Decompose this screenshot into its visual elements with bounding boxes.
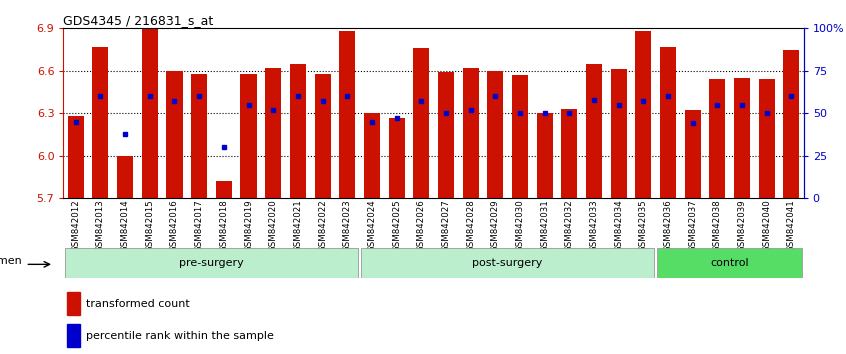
Text: GSM842040: GSM842040 xyxy=(762,199,772,252)
Text: GSM842028: GSM842028 xyxy=(466,199,475,252)
Text: GSM842023: GSM842023 xyxy=(343,199,352,252)
Bar xyxy=(635,31,651,198)
Bar xyxy=(656,248,803,278)
Text: GSM842017: GSM842017 xyxy=(195,199,204,252)
Text: GSM842012: GSM842012 xyxy=(71,199,80,252)
Bar xyxy=(265,68,281,198)
Bar xyxy=(339,31,355,198)
Bar xyxy=(360,248,655,278)
Text: GSM842034: GSM842034 xyxy=(614,199,624,252)
Bar xyxy=(388,118,404,198)
Bar xyxy=(734,78,750,198)
Bar xyxy=(68,116,84,198)
Bar xyxy=(759,79,775,198)
Bar xyxy=(240,74,256,198)
Bar xyxy=(512,75,528,198)
Text: percentile rank within the sample: percentile rank within the sample xyxy=(85,331,273,341)
Text: specimen: specimen xyxy=(0,256,22,266)
Bar xyxy=(117,156,133,198)
Text: GSM842031: GSM842031 xyxy=(540,199,549,252)
Bar xyxy=(611,69,627,198)
Bar xyxy=(561,109,577,198)
Text: GSM842029: GSM842029 xyxy=(491,199,500,252)
Text: GSM842037: GSM842037 xyxy=(688,199,697,252)
Text: GSM842019: GSM842019 xyxy=(244,199,253,252)
Text: GDS4345 / 216831_s_at: GDS4345 / 216831_s_at xyxy=(63,14,214,27)
Bar xyxy=(315,74,331,198)
Text: GSM842032: GSM842032 xyxy=(565,199,574,252)
Bar xyxy=(463,68,479,198)
Bar xyxy=(660,47,676,198)
Text: GSM842036: GSM842036 xyxy=(663,199,673,252)
Bar xyxy=(216,181,232,198)
Text: GSM842021: GSM842021 xyxy=(294,199,302,252)
Text: GSM842033: GSM842033 xyxy=(590,199,598,252)
Bar xyxy=(438,72,454,198)
Bar xyxy=(413,48,429,198)
Text: GSM842018: GSM842018 xyxy=(219,199,228,252)
Bar xyxy=(67,324,80,347)
Bar xyxy=(67,292,80,315)
Text: transformed count: transformed count xyxy=(85,299,190,309)
Bar xyxy=(487,71,503,198)
Text: GSM842015: GSM842015 xyxy=(146,199,154,252)
Text: post-surgery: post-surgery xyxy=(472,258,543,268)
Bar xyxy=(364,113,380,198)
Text: control: control xyxy=(711,258,749,268)
Text: GSM842026: GSM842026 xyxy=(417,199,426,252)
Bar xyxy=(290,64,306,198)
Text: GSM842035: GSM842035 xyxy=(639,199,648,252)
Text: GSM842014: GSM842014 xyxy=(121,199,129,252)
Bar xyxy=(536,113,552,198)
Text: GSM842041: GSM842041 xyxy=(787,199,796,252)
Bar xyxy=(709,79,725,198)
Bar xyxy=(142,28,158,198)
Text: GSM842016: GSM842016 xyxy=(170,199,179,252)
Bar xyxy=(783,50,799,198)
Text: GSM842013: GSM842013 xyxy=(96,199,105,252)
Text: pre-surgery: pre-surgery xyxy=(179,258,244,268)
Bar xyxy=(64,248,359,278)
Bar xyxy=(191,74,207,198)
Text: GSM842027: GSM842027 xyxy=(442,199,450,252)
Text: GSM842024: GSM842024 xyxy=(367,199,376,252)
Text: GSM842038: GSM842038 xyxy=(713,199,722,252)
Bar xyxy=(92,47,108,198)
Text: GSM842039: GSM842039 xyxy=(738,199,746,252)
Text: GSM842020: GSM842020 xyxy=(269,199,277,252)
Text: GSM842022: GSM842022 xyxy=(318,199,327,252)
Bar xyxy=(167,71,183,198)
Bar xyxy=(586,64,602,198)
Text: GSM842030: GSM842030 xyxy=(515,199,525,252)
Bar xyxy=(684,110,700,198)
Text: GSM842025: GSM842025 xyxy=(392,199,401,252)
